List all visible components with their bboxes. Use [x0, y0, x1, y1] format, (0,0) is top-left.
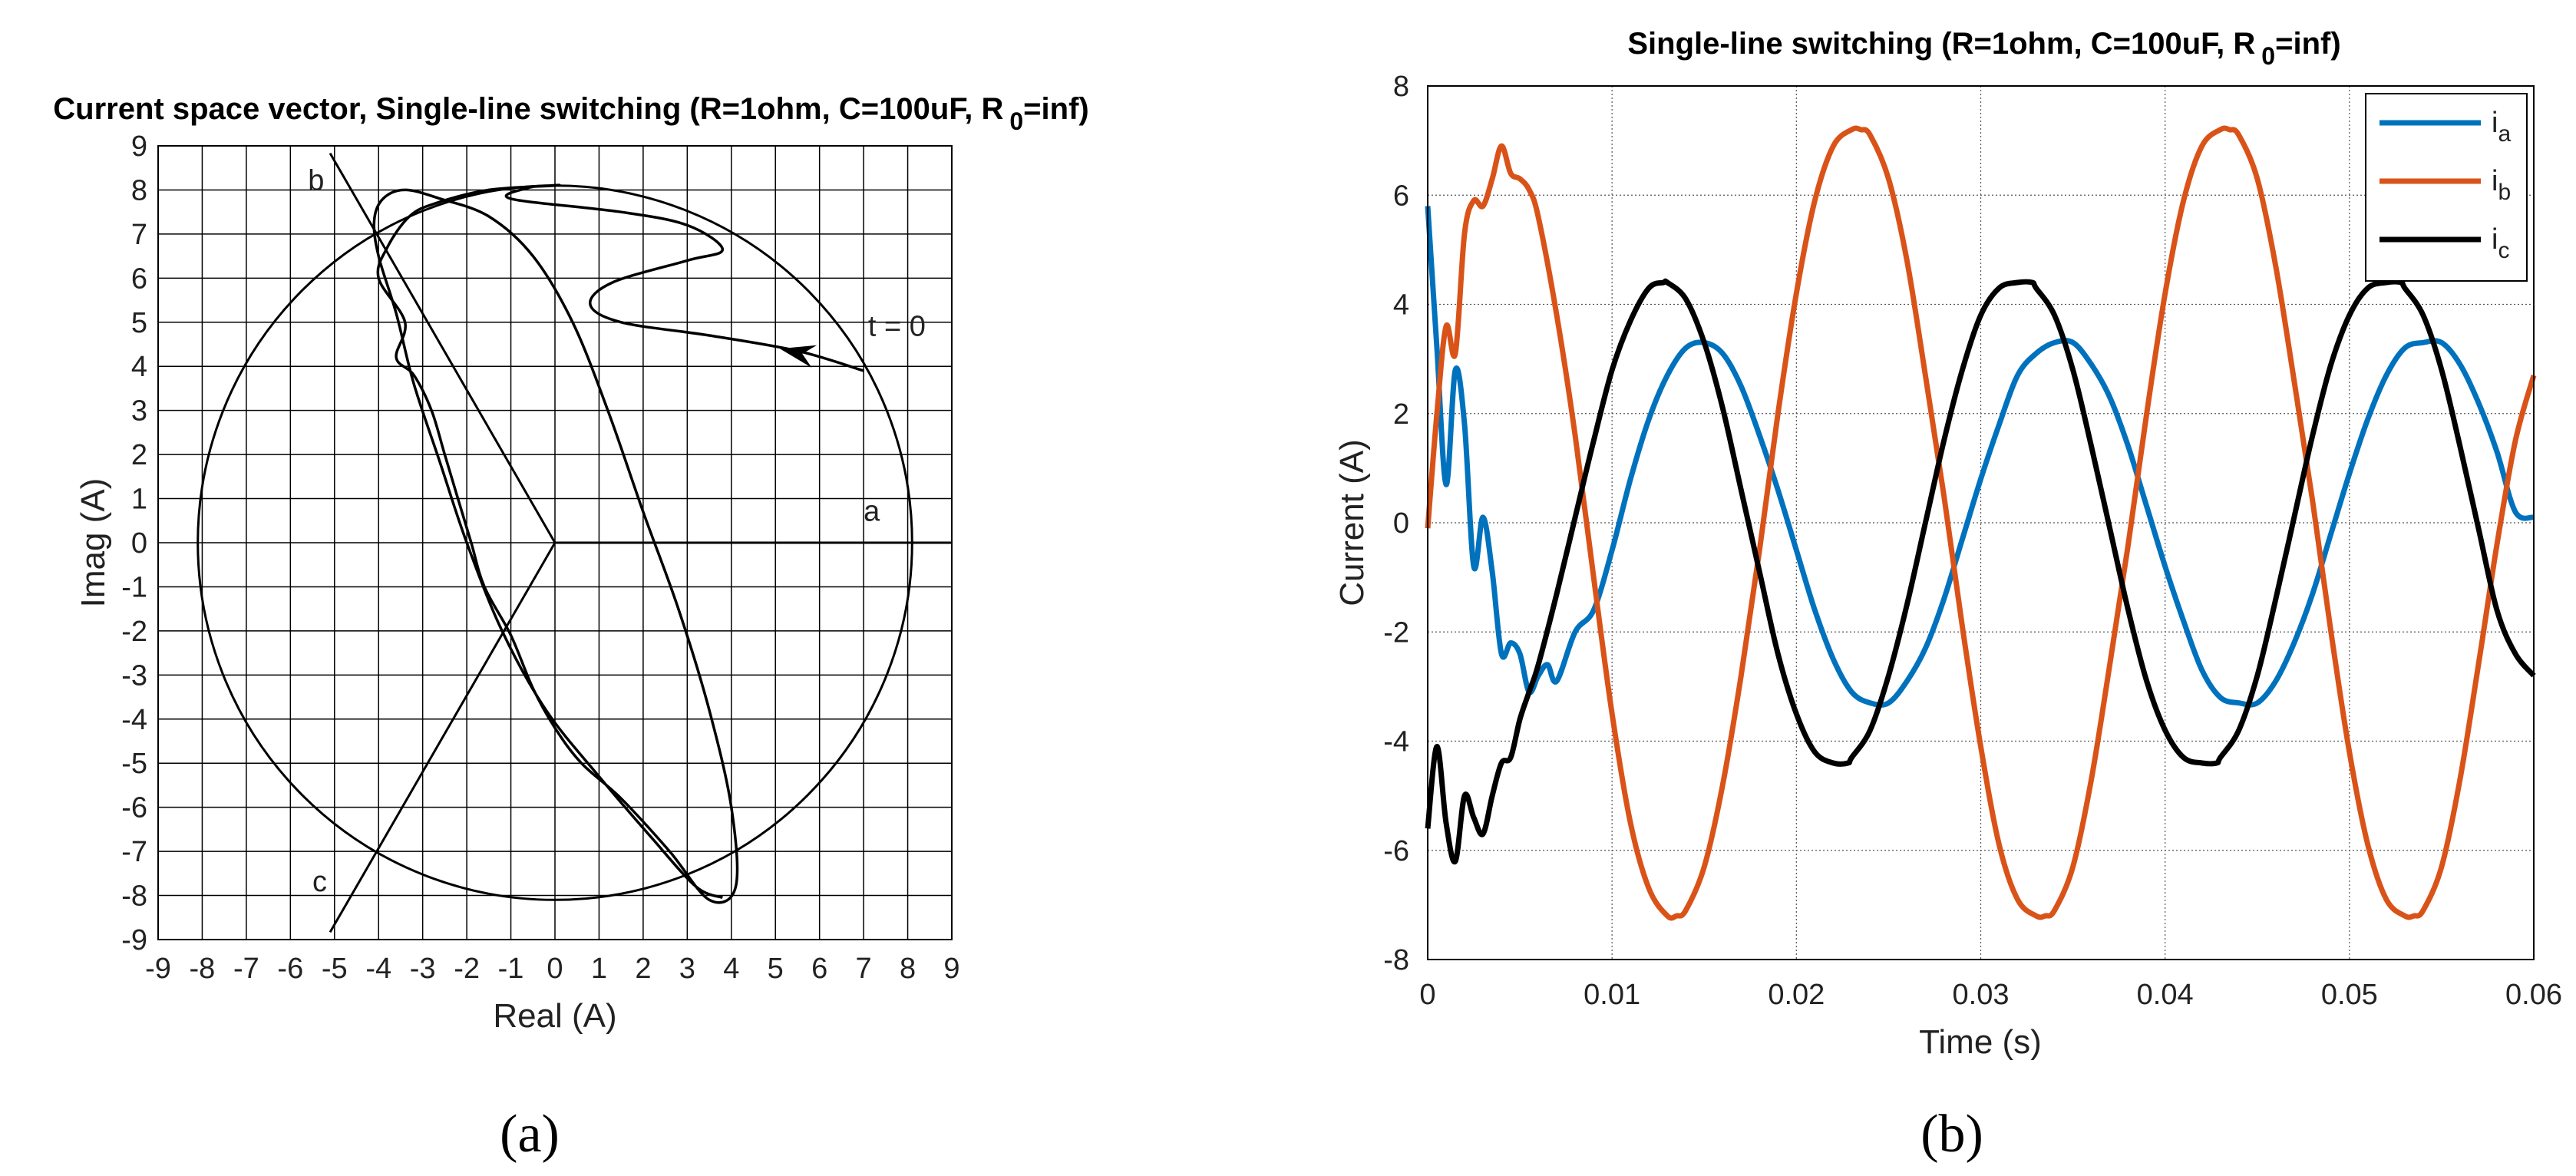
y-tick-label: -4 [1383, 726, 1409, 758]
x-tick-label: 3 [679, 953, 695, 985]
chart-a-y-ticks: 9 8 7 6 5 4 3 2 1 0 -1 -2 -3 -4 -5 -6 -7 -8 -9 [121, 130, 147, 956]
x-tick-label: 0.06 [2505, 979, 2562, 1011]
x-tick-label: -5 [322, 953, 348, 985]
y-tick-label: 4 [131, 351, 147, 383]
chart-a-title: Current space vector, Single-line switch… [53, 92, 1088, 135]
y-tick-label: 2 [131, 439, 147, 471]
x-tick-label: 8 [900, 953, 916, 985]
y-tick-label: -2 [1383, 616, 1409, 649]
y-tick-label: 1 [131, 484, 147, 516]
panel-label-b: (b) [1920, 1105, 1983, 1164]
x-tick-label: -6 [277, 953, 303, 985]
y-tick-label: -9 [121, 924, 147, 956]
chart-a-frame [157, 145, 953, 940]
y-tick-label: 4 [1393, 289, 1409, 322]
y-tick-label: -7 [121, 836, 147, 868]
y-tick-label: 5 [131, 307, 147, 339]
y-tick-label: -4 [121, 704, 147, 736]
annotation-t0: t = 0 [868, 311, 926, 343]
y-tick-label: 0 [1393, 507, 1409, 540]
phase-axis-label-a: a [864, 495, 880, 527]
panel-label-a: (a) [500, 1105, 560, 1164]
legend-label: ia [2492, 107, 2511, 147]
chart-a-x-label: Real (A) [493, 997, 616, 1035]
y-tick-label: -1 [121, 571, 147, 603]
series-line-ic [1425, 278, 2536, 865]
x-tick-label: 1 [591, 953, 607, 985]
x-tick-label: 5 [768, 953, 784, 985]
y-tick-label: -6 [121, 792, 147, 824]
chart-b-y-label: Current (A) [1333, 439, 1371, 606]
chart-b-frame [1427, 85, 2535, 960]
x-tick-label: 0.04 [2137, 979, 2194, 1011]
x-tick-label: 7 [856, 953, 872, 985]
y-tick-label: 6 [1393, 180, 1409, 212]
y-tick-label: -5 [121, 748, 147, 780]
x-tick-label: 4 [723, 953, 739, 985]
x-tick-label: 0.05 [2321, 979, 2378, 1011]
chart-a-y-label: Imag (A) [74, 478, 112, 608]
y-tick-label: -6 [1383, 835, 1409, 867]
phase-axis-b [329, 152, 556, 543]
chart-a-x-ticks: -9 -8 -7 -6 -5 -4 -3 -2 -1 0 1 2 3 4 5 6 7 8 9 [145, 953, 959, 985]
x-tick-label: 9 [943, 953, 959, 985]
series-line-ib [1425, 125, 2537, 921]
chart-a-annotation: t = 0 [779, 311, 926, 368]
space-vector-chart: Current space vector, Single-line switch… [53, 92, 1088, 1164]
x-tick-label: -4 [365, 953, 391, 985]
current-vector-trajectory [372, 183, 864, 904]
chart-a-trajectory [372, 183, 864, 904]
x-tick-label: 6 [811, 953, 827, 985]
y-tick-label: -3 [121, 659, 147, 692]
x-tick-label: -9 [145, 953, 171, 985]
x-tick-label: 0.01 [1584, 979, 1640, 1011]
chart-b-x-ticks: 0 0.01 0.02 0.03 0.04 0.05 0.06 [1419, 979, 2562, 1011]
phase-axis-c [329, 542, 556, 933]
chart-b-y-ticks: 8 6 4 2 0 -2 -4 -6 -8 [1383, 71, 1409, 976]
chart-b-series [1425, 125, 2537, 921]
chart-a-phase-axes: a b c [308, 152, 952, 933]
x-tick-label: 0 [547, 953, 563, 985]
phase-axis-label-b: b [308, 164, 324, 197]
series-line-ia [1425, 206, 2535, 708]
y-tick-label: 6 [131, 263, 147, 295]
y-tick-label: -8 [1383, 944, 1409, 976]
x-tick-label: -1 [498, 953, 524, 985]
y-tick-label: 9 [131, 130, 147, 163]
x-tick-label: 2 [635, 953, 651, 985]
legend-label: ib [2492, 165, 2511, 205]
x-tick-label: -2 [454, 953, 480, 985]
y-tick-label: 3 [131, 395, 147, 428]
y-tick-label: -8 [121, 880, 147, 913]
y-tick-label: 7 [131, 219, 147, 251]
legend-label: ic [2492, 223, 2509, 263]
y-tick-label: 8 [1393, 71, 1409, 103]
y-tick-label: 0 [131, 527, 147, 560]
x-tick-label: 0.02 [1768, 979, 1825, 1011]
phase-axis-label-c: c [312, 866, 327, 898]
y-tick-label: 8 [131, 174, 147, 206]
y-tick-label: -2 [121, 616, 147, 648]
x-tick-label: 0.03 [1953, 979, 2010, 1011]
chart-b-x-label: Time (s) [1919, 1023, 2042, 1061]
x-tick-label: -7 [233, 953, 259, 985]
chart-b-title: Single-line switching (R=1ohm, C=100uF, … [1627, 27, 2340, 70]
chart-b-legend: ia ib ic [2365, 93, 2528, 282]
x-tick-label: 0 [1419, 979, 1435, 1011]
x-tick-label: -3 [410, 953, 436, 985]
annotation-arrowhead [779, 345, 817, 368]
y-tick-label: 2 [1393, 398, 1409, 431]
x-tick-label: -8 [190, 953, 216, 985]
phase-currents-chart: Single-line switching (R=1ohm, C=100uF, … [1333, 27, 2562, 1164]
